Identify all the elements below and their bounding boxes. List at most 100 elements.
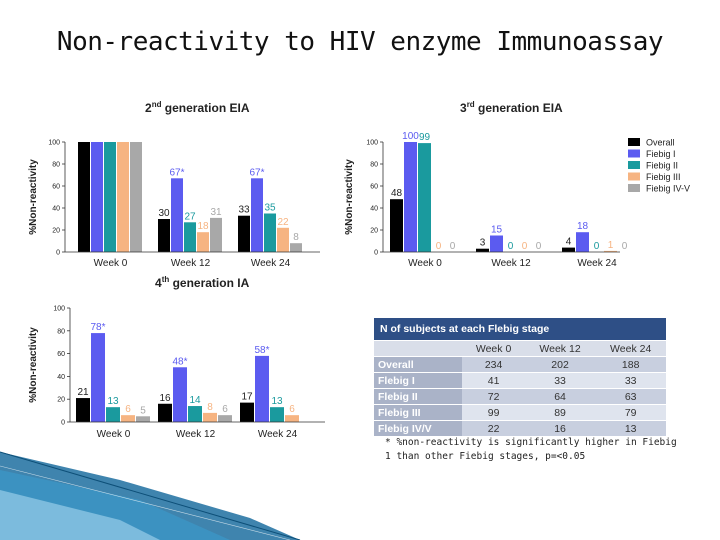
table-cell: 63 [595, 388, 666, 405]
bar-fiebig-ii [106, 407, 120, 422]
data-label: 0 [536, 241, 542, 252]
data-label: 0 [450, 241, 456, 252]
data-label: 0 [508, 241, 514, 252]
table-cell: 33 [524, 372, 596, 389]
legend-label: Fiebig III [646, 172, 681, 182]
bar-overall [240, 402, 254, 422]
row-label: Flebig II [374, 388, 463, 405]
row-label: Overall [374, 356, 463, 373]
legend-label: Fiebig I [646, 149, 676, 159]
bar-overall [476, 248, 489, 252]
data-label: 22 [277, 217, 289, 228]
table-cell: 33 [595, 372, 666, 389]
data-label: 99 [419, 132, 431, 143]
x-category-label: Week 12 [171, 258, 211, 269]
data-label: 8 [293, 232, 299, 243]
table-cell: 188 [595, 356, 666, 373]
data-label: 6 [222, 404, 228, 415]
bar-fiebig-i [91, 142, 103, 252]
legend-swatch [628, 172, 640, 181]
data-label: 13 [271, 396, 283, 407]
y-tick-label: 20 [57, 397, 65, 404]
x-category-label: Week 24 [577, 258, 617, 269]
bar-fiebig-ii [104, 142, 116, 252]
data-label: 0 [622, 241, 628, 252]
bar-fiebig-i [490, 235, 503, 252]
bar-fiebig-ii [418, 143, 431, 252]
bar-fiebig-i [173, 367, 187, 422]
bar-fiebig-iv-v [290, 243, 302, 252]
data-label: 35 [264, 203, 276, 214]
column-header [374, 340, 463, 357]
y-tick-label: 80 [370, 162, 378, 169]
y-tick-label: 80 [52, 162, 60, 169]
y-tick-label: 40 [370, 206, 378, 213]
y-tick-label: 40 [57, 374, 65, 381]
table-cell: 99 [462, 404, 525, 421]
data-label: 1 [608, 240, 614, 251]
bar-fiebig-ii [270, 407, 284, 422]
x-category-label: Week 0 [94, 258, 128, 269]
table-caption: N of subjects at each Flebig stage [374, 318, 666, 341]
slide-title: Non-reactivity to HIV enzyme Immunoassay [56, 27, 664, 57]
row-label: Flebig III [374, 404, 463, 421]
y-tick-label: 100 [53, 306, 65, 313]
table-cell: 202 [524, 356, 596, 373]
row-label: Flebig IV/V [374, 420, 463, 436]
data-label: 4 [566, 237, 572, 248]
chart-title: 2nd generation EIA [145, 100, 250, 115]
y-axis-label: %Non-reactivity [28, 327, 39, 403]
table-row: Flebig I 41 33 33 [374, 372, 666, 389]
y-tick-label: 0 [61, 420, 65, 427]
data-label: 100 [402, 131, 419, 142]
bar-fiebig-iv-v [130, 142, 142, 252]
table-row: Overall 234 202 188 [374, 356, 666, 373]
table-row: Flebig II 72 64 63 [374, 388, 666, 405]
data-label: 18 [577, 221, 589, 232]
data-label: 13 [107, 396, 119, 407]
flebig-stage-table: N of subjects at each Flebig stage Week … [374, 318, 666, 436]
column-header: Week 24 [595, 340, 666, 357]
data-label: 17 [241, 392, 253, 403]
bar-fiebig-iv-v [218, 415, 232, 422]
legend-swatch [628, 138, 640, 146]
legend-swatch [628, 161, 640, 169]
y-tick-label: 20 [370, 228, 378, 235]
chart-title: 3rd generation EIA [460, 100, 563, 115]
column-header: Week 12 [524, 340, 596, 357]
data-label: 3 [480, 238, 486, 249]
table-cell: 72 [462, 388, 525, 405]
bar-fiebig-iii [277, 227, 289, 252]
x-category-label: Week 12 [491, 258, 531, 269]
data-label: 67* [249, 167, 264, 178]
data-label: 21 [77, 387, 89, 398]
y-tick-label: 60 [52, 184, 60, 191]
table-header-row: Week 0 Week 12 Week 24 [374, 340, 666, 357]
legend-label: Fiebig II [646, 161, 678, 171]
data-label: 31 [210, 207, 222, 218]
bar-fiebig-i [251, 178, 263, 252]
x-category-label: Week 24 [251, 258, 291, 269]
table-row: Flebig III 99 89 79 [374, 404, 666, 421]
y-tick-label: 100 [366, 140, 378, 147]
data-label: 67* [169, 167, 184, 178]
table-cell: 64 [524, 388, 596, 405]
data-label: 78* [90, 322, 105, 333]
bar-fiebig-iv-v [136, 416, 150, 422]
bar-fiebig-iii [121, 415, 135, 422]
y-tick-label: 40 [52, 206, 60, 213]
y-tick-label: 0 [56, 250, 60, 257]
table-cell: 234 [462, 356, 525, 373]
y-tick-label: 0 [374, 250, 378, 257]
data-label: 5 [140, 405, 146, 416]
bar-fiebig-ii [188, 406, 202, 422]
data-label: 48 [391, 188, 403, 199]
bar-fiebig-iii [203, 412, 217, 422]
bar-fiebig-iii [117, 142, 129, 252]
data-label: 0 [522, 241, 528, 252]
x-category-label: Week 0 [97, 429, 131, 440]
